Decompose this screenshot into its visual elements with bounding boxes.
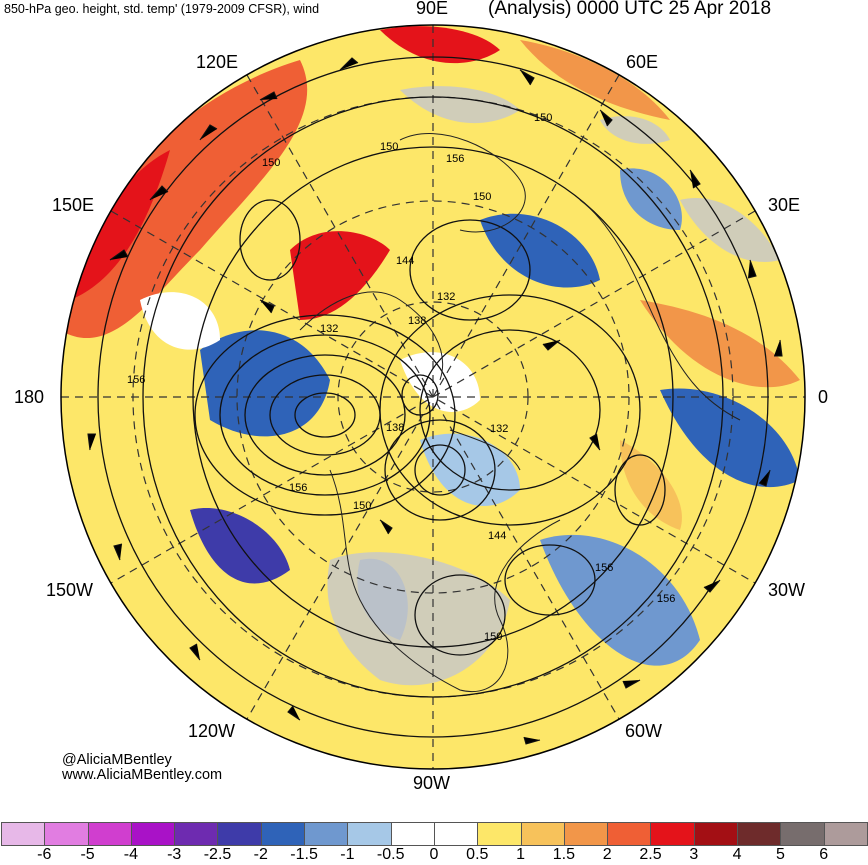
colorbar-tick-label: -1 bbox=[340, 846, 355, 863]
colorbar-swatch bbox=[347, 822, 392, 846]
anomaly-cold bbox=[200, 330, 330, 437]
lon-label-30e: 30E bbox=[768, 195, 801, 215]
lon-label-60w: 60W bbox=[625, 721, 663, 741]
colorbar-swatch bbox=[1, 822, 46, 846]
anomaly-cold bbox=[660, 388, 800, 488]
colorbar-tick-label: 5 bbox=[775, 846, 785, 863]
contour-label: 132 bbox=[437, 291, 455, 303]
anomaly-warm bbox=[380, 26, 500, 64]
colorbar-swatch bbox=[304, 822, 349, 846]
contour-label: 150 bbox=[380, 141, 398, 153]
colorbar-swatch bbox=[823, 822, 868, 846]
height-contours bbox=[97, 56, 769, 738]
anomaly-warm bbox=[61, 60, 308, 338]
contour-label: 150 bbox=[484, 631, 502, 643]
contour-label: 150 bbox=[534, 112, 552, 124]
credit-handle: @AliciaMBentley bbox=[62, 752, 172, 768]
anomaly-cold bbox=[420, 433, 520, 506]
colorbar-swatch bbox=[260, 822, 306, 846]
contour-label-group: 150 150 156 150 150 144 132 138 132 156 … bbox=[127, 112, 675, 643]
colorbar-tick-label: -3 bbox=[167, 846, 182, 863]
colorbar-swatch bbox=[477, 822, 522, 846]
lon-label-150e: 150E bbox=[52, 195, 95, 215]
colorbar-tick-label: -2.5 bbox=[203, 846, 232, 863]
colorbar-swatch bbox=[44, 822, 89, 846]
contour-label: 150 bbox=[473, 191, 491, 203]
land-gray bbox=[327, 552, 510, 686]
lon-label-90e: 90E bbox=[416, 0, 449, 18]
anomaly-warm bbox=[620, 440, 682, 530]
credit-url: www.AliciaMBentley.com bbox=[62, 767, 223, 783]
contour-label: 150 bbox=[262, 157, 280, 169]
graticule bbox=[61, 25, 805, 769]
contour-label: 138 bbox=[386, 422, 404, 434]
lon-label-180: 180 bbox=[14, 387, 45, 407]
colorbar-swatch bbox=[693, 822, 739, 846]
colorbar bbox=[1, 822, 868, 846]
anomaly-warm bbox=[520, 40, 670, 120]
map-title-left: 850-hPa geo. height, std. temp' (1979-20… bbox=[4, 2, 320, 16]
anomaly-cold bbox=[540, 534, 700, 666]
colorbar-swatch bbox=[390, 822, 435, 846]
colorbar-tick-label: 0 bbox=[429, 846, 439, 863]
contour-label: 156 bbox=[127, 374, 145, 386]
contour-label: 144 bbox=[488, 530, 506, 542]
colorbar-swatch bbox=[650, 822, 695, 846]
colorbar-tick-label: 0.5 bbox=[466, 846, 489, 863]
colorbar-tick-label: 6 bbox=[819, 846, 829, 863]
contour-label: 138 bbox=[408, 315, 426, 327]
contour-label: 156 bbox=[595, 562, 613, 574]
contour-label: 156 bbox=[446, 153, 464, 165]
colorbar-swatch bbox=[87, 822, 132, 846]
land-gray bbox=[600, 116, 670, 144]
colorbar-tick-label: 3 bbox=[689, 846, 699, 863]
colorbar-swatch bbox=[433, 822, 479, 846]
colorbar-tick-label: 2.5 bbox=[639, 846, 662, 863]
polar-map: 150 150 156 150 150 144 132 138 132 156 … bbox=[60, 24, 806, 770]
coastlines bbox=[299, 133, 741, 692]
colorbar-swatch bbox=[217, 822, 262, 846]
lon-label-120w: 120W bbox=[188, 721, 236, 741]
contour-label: 150 bbox=[353, 500, 371, 512]
lon-label-0: 0 bbox=[818, 387, 829, 407]
colorbar-tick-label: 1 bbox=[516, 846, 526, 863]
land-gray bbox=[400, 86, 520, 124]
anomaly-warm bbox=[290, 231, 390, 320]
land-gray bbox=[680, 198, 780, 262]
lon-label-90w: 90W bbox=[413, 773, 451, 793]
contour-label: 132 bbox=[490, 423, 508, 435]
lon-label-120e: 120E bbox=[196, 52, 239, 72]
colorbar-swatch bbox=[780, 822, 825, 846]
colorbar-swatch bbox=[174, 822, 219, 846]
colorbar-tick-label: 4 bbox=[732, 846, 742, 863]
colorbar-tick-label: -4 bbox=[123, 846, 139, 863]
colorbar-tick-label: 2 bbox=[602, 846, 612, 863]
lon-label-150w: 150W bbox=[46, 580, 94, 600]
colorbar-tick-label: -1.5 bbox=[290, 846, 318, 863]
colorbar-swatch bbox=[520, 822, 565, 846]
lon-label-30w: 30W bbox=[768, 580, 806, 600]
contour-label: 132 bbox=[320, 323, 338, 335]
anomaly-warm bbox=[70, 150, 170, 300]
map-title-right: (Analysis) 0000 UTC 25 Apr 2018 bbox=[488, 0, 772, 19]
contour-label: 156 bbox=[289, 482, 307, 494]
colorbar-tick-label: -5 bbox=[80, 846, 95, 863]
colorbar-swatch bbox=[607, 822, 652, 846]
anomaly-warm bbox=[640, 300, 800, 388]
colorbar-labels: -6 -5 -4 -3 -2.5 -2 -1.5 -1 -0.5 0 0.5 1 1.5 2 2.5 3 4 5 6 bbox=[0, 846, 868, 865]
contour-label: 144 bbox=[396, 255, 414, 267]
colorbar-swatch bbox=[737, 822, 782, 846]
colorbar-swatch bbox=[563, 822, 609, 846]
colorbar-tick-label: 1.5 bbox=[552, 846, 576, 863]
map-border bbox=[60, 24, 806, 770]
colorbar-swatch bbox=[130, 822, 176, 846]
wind-barbs bbox=[87, 57, 783, 745]
contour-label: 156 bbox=[657, 593, 675, 605]
colorbar-tick-label: -6 bbox=[37, 846, 52, 863]
colorbar-tick-label: -0.5 bbox=[376, 846, 405, 863]
colorbar-tick-label: -2 bbox=[253, 846, 268, 863]
lon-label-60e: 60E bbox=[626, 52, 659, 72]
